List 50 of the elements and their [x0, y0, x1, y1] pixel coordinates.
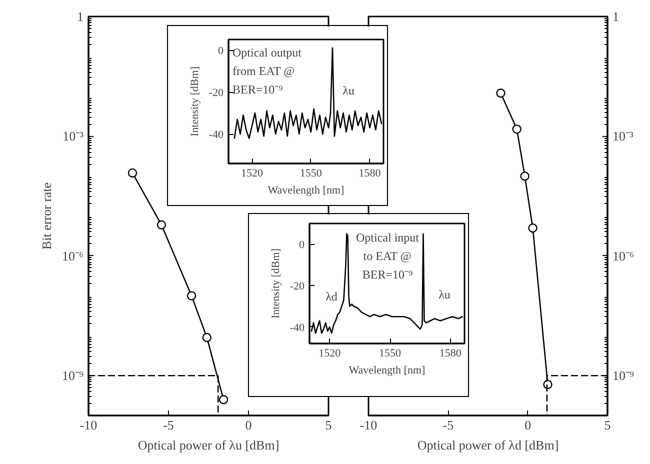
- y-tick-label: -40: [208, 129, 224, 142]
- x-tick-label: 5: [325, 418, 332, 432]
- x-axis-title: Optical power of λu [dBm]: [138, 438, 280, 452]
- y-tick-label: 0: [299, 239, 305, 252]
- y-axis-title: Intensity [dBm]: [270, 248, 282, 318]
- x-axis-title: Wavelength [nm]: [348, 364, 426, 376]
- annotation: λu: [342, 84, 354, 98]
- x-tick-label: 1520: [241, 168, 264, 180]
- annotation: Optical output from EAT @ BER=10⁻⁹: [232, 46, 302, 96]
- y2-tick-label: 10⁻³: [612, 128, 634, 144]
- point: [218, 395, 228, 404]
- annotation: λu: [438, 288, 450, 302]
- x-tick-label: 1580: [439, 348, 462, 360]
- x-tick-label: -10: [80, 418, 98, 432]
- x-tick-label: -5: [163, 418, 174, 432]
- point: [496, 88, 506, 98]
- x-tick-label: 1580: [358, 168, 382, 180]
- y-tick-label: -40: [290, 322, 305, 334]
- x-tick-label: -10: [360, 418, 378, 432]
- x-tick-label: -5: [442, 418, 454, 432]
- x-tick-label: 5: [604, 418, 611, 432]
- point: [128, 168, 138, 178]
- x-axis-title: Optical power of λd [dBm]: [417, 438, 559, 452]
- x-tick-label: 1550: [379, 348, 402, 360]
- point: [520, 172, 530, 181]
- y2-tick-label: 10⁻⁶: [612, 248, 634, 264]
- y-tick-label: 10⁻⁶: [62, 248, 84, 264]
- y-tick-label: 10⁻⁹: [62, 368, 84, 384]
- point: [543, 380, 552, 390]
- y-axis-title: Bit error rate: [38, 182, 54, 250]
- y2-tick-label: 1: [612, 9, 619, 24]
- point: [156, 220, 166, 230]
- x-tick-label: 1520: [318, 348, 342, 360]
- y-axis-title: Intensity [dBm]: [188, 66, 201, 136]
- point: [186, 291, 196, 300]
- annotation: λd: [326, 290, 338, 304]
- y-tick-label: 1: [77, 9, 84, 24]
- x-tick-label: 0: [524, 418, 532, 432]
- x-tick-label: 1550: [300, 168, 322, 180]
- y-tick-label: -20: [290, 280, 305, 293]
- y-tick-label: 0: [218, 45, 224, 58]
- y2-tick-label: 10⁻⁹: [612, 368, 634, 384]
- annotation: Optical input to EAT @ BER=10⁻⁹: [356, 230, 420, 282]
- point: [202, 332, 212, 342]
- y-tick-label: 10⁻³: [62, 128, 84, 144]
- y-tick-label: -20: [208, 87, 224, 100]
- point: [512, 124, 522, 134]
- x-tick-label: 0: [245, 418, 252, 432]
- x-axis-title: Wavelength [nm]: [268, 184, 344, 196]
- point: [528, 223, 538, 233]
